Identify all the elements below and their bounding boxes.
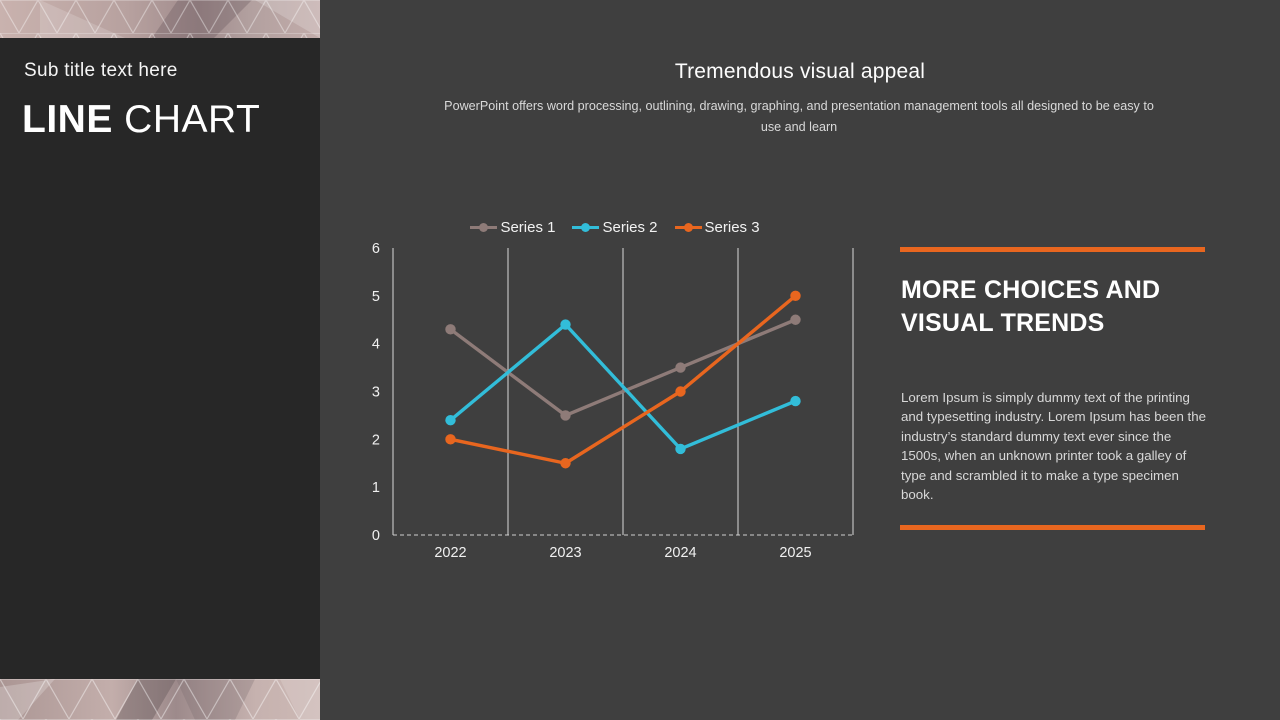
legend-marker-icon: [572, 223, 600, 232]
sidebar-title-bold: LINE: [22, 98, 113, 141]
panel-heading: MORE CHOICES AND VISUAL TRENDS: [901, 276, 1161, 337]
y-axis-tick-label: 3: [372, 385, 380, 401]
chart-canvas: 0 1 2 3 4 5 6 2022 2023 2024 2025: [372, 241, 854, 561]
data-point-marker: [560, 458, 571, 469]
y-axis-tick-label: 5: [372, 289, 380, 305]
data-point-marker: [445, 434, 456, 445]
accent-bar-top: [900, 247, 1205, 252]
y-axis-tick-label: 1: [372, 480, 380, 496]
data-point-marker: [675, 362, 686, 373]
x-axis-tick-label: 2025: [779, 545, 811, 561]
chart-legend: Series 1 Series 2 Series 3: [360, 219, 870, 236]
data-point-marker: [790, 395, 801, 407]
legend-marker-icon: [674, 223, 702, 232]
y-axis-tick-label: 0: [372, 528, 380, 544]
triangle-pattern-bottom: [0, 679, 320, 720]
series-line: [448, 322, 798, 451]
sidebar-subtitle: Sub title text here: [24, 60, 178, 81]
x-axis-tick-label: 2023: [549, 545, 581, 561]
legend-label: Series 2: [602, 219, 658, 236]
data-point-marker: [790, 290, 801, 302]
triangle-pattern-top: [0, 0, 320, 38]
line-chart: 0 1 2 3 4 5 6 2022 2023 2024 2025: [360, 240, 870, 570]
x-axis-tick-label: 2024: [664, 545, 696, 561]
accent-bar-bottom: [900, 525, 1205, 530]
data-point-marker: [560, 410, 571, 421]
data-point-marker: [445, 324, 456, 335]
y-axis-tick-label: 6: [372, 241, 380, 257]
x-axis-tick-label: 2022: [434, 545, 466, 561]
slide-subtitle: PowerPoint offers word processing, outli…: [444, 99, 1154, 134]
data-point-marker: [675, 443, 686, 455]
slide-title: Tremendous visual appeal: [674, 60, 926, 83]
sidebar: Sub title text here LINE CHART: [0, 0, 320, 720]
sidebar-title-light: CHART: [112, 98, 261, 141]
legend-item-series-1: Series 1: [470, 219, 555, 236]
legend-label: Series 3: [704, 219, 760, 236]
data-point-marker: [445, 415, 456, 426]
sidebar-title: LINE CHART: [22, 98, 260, 142]
y-axis-tick-label: 4: [372, 337, 380, 353]
series-line: [448, 294, 798, 465]
y-axis-tick-label: 2: [372, 432, 380, 448]
data-point-marker: [790, 314, 801, 325]
panel-body: Lorem Ipsum is simply dummy text of the …: [901, 390, 1207, 503]
legend-item-series-2: Series 2: [572, 219, 658, 236]
legend-label: Series 1: [500, 219, 556, 236]
legend-marker-icon: [470, 223, 498, 232]
data-point-marker: [675, 386, 686, 397]
legend-item-series-3: Series 3: [674, 219, 760, 236]
data-point-marker: [560, 319, 571, 330]
